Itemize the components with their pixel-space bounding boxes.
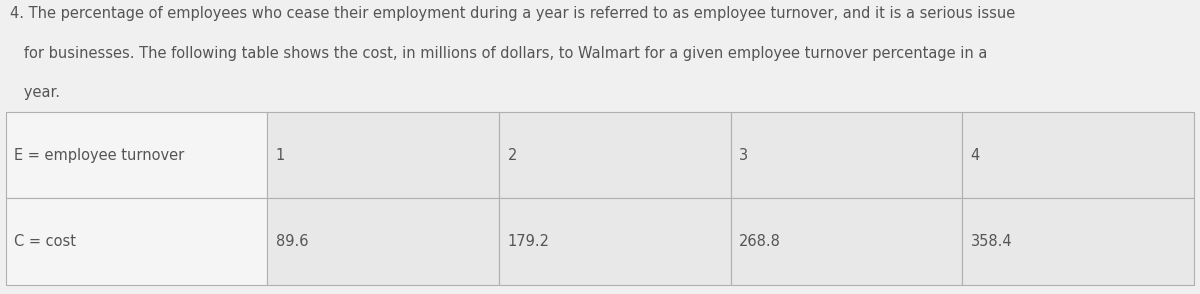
Bar <box>962 112 1194 198</box>
Bar <box>268 112 499 198</box>
Bar <box>268 198 499 285</box>
Bar <box>731 198 962 285</box>
Text: C = cost: C = cost <box>14 234 77 249</box>
Bar <box>499 198 731 285</box>
Text: 3: 3 <box>739 148 749 163</box>
Text: E = employee turnover: E = employee turnover <box>14 148 185 163</box>
Text: 89.6: 89.6 <box>276 234 308 249</box>
Bar <box>6 112 268 198</box>
Bar <box>962 198 1194 285</box>
Bar <box>499 112 731 198</box>
Text: 2: 2 <box>508 148 517 163</box>
Text: 1: 1 <box>276 148 286 163</box>
Bar <box>6 198 268 285</box>
Text: for businesses. The following table shows the cost, in millions of dollars, to W: for businesses. The following table show… <box>10 46 986 61</box>
Bar <box>731 112 962 198</box>
Text: 4. The percentage of employees who cease their employment during a year is refer: 4. The percentage of employees who cease… <box>10 6 1015 21</box>
Text: 4: 4 <box>971 148 980 163</box>
Text: 179.2: 179.2 <box>508 234 550 249</box>
Text: 358.4: 358.4 <box>971 234 1013 249</box>
Text: year.: year. <box>10 85 60 100</box>
Text: 268.8: 268.8 <box>739 234 781 249</box>
